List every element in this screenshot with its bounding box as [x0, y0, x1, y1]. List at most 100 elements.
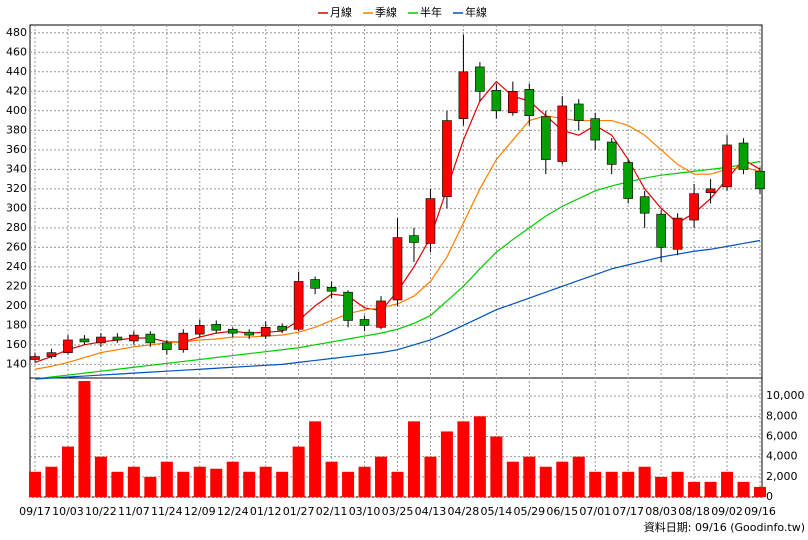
candle-body [392, 237, 403, 301]
y-tick-label: 6,000 [766, 429, 798, 442]
candle-body [343, 291, 353, 321]
candle-body [738, 142, 749, 170]
volume-bar [144, 476, 157, 497]
candle-body [606, 141, 617, 165]
candle-body [277, 326, 287, 331]
candle-body [194, 325, 205, 335]
candle-body [656, 213, 666, 248]
candle-body [722, 144, 732, 188]
x-tick-label: 08/18 [678, 505, 710, 518]
candle-body [689, 193, 699, 221]
x-tick-label: 10/22 [85, 505, 117, 518]
volume-bar [506, 461, 519, 497]
candle-body [672, 217, 683, 250]
candle-body [79, 338, 90, 343]
volume-bar [407, 421, 420, 497]
volume-bar [721, 471, 734, 497]
volume-bar [127, 466, 140, 497]
candle-body [409, 235, 419, 243]
volume-bar [61, 446, 74, 497]
y-tick-label: 8,000 [766, 409, 798, 422]
ma-line [34, 160, 761, 380]
x-tick-label: 01/12 [250, 505, 282, 518]
y-tick-label: 240 [6, 260, 27, 273]
x-tick-label: 03/10 [349, 505, 381, 518]
volume-bar [325, 461, 338, 497]
candle-body [705, 188, 716, 194]
volume-bar [177, 471, 190, 497]
x-tick-label: 03/25 [382, 505, 414, 518]
volume-bar [29, 471, 41, 497]
y-tick-label: 460 [6, 45, 27, 58]
legend-label: 季線 [375, 5, 397, 19]
legend-label: 半年 [420, 5, 442, 19]
x-tick-label: 11/07 [118, 505, 150, 518]
volume-bar [342, 471, 355, 497]
volume-bar [754, 486, 766, 497]
volume-bar [210, 468, 223, 497]
candle-body [475, 66, 485, 92]
volume-bar [94, 456, 107, 497]
candle-body [508, 91, 518, 114]
candle-body [244, 331, 255, 336]
x-tick-label: 05/29 [513, 505, 545, 518]
y-tick-label: 320 [6, 182, 27, 195]
x-tick-label: 09/02 [711, 505, 743, 518]
candle-body [639, 196, 650, 214]
volume-bar [605, 471, 618, 497]
volume-bar [259, 466, 272, 497]
x-tick-label: 04/28 [448, 505, 480, 518]
volume-bar [45, 466, 58, 497]
y-tick-label: 360 [6, 143, 27, 156]
y-tick-label: 180 [6, 318, 27, 331]
volume-bar [589, 471, 602, 497]
candle-body [755, 170, 765, 190]
volume-bar [490, 436, 503, 497]
volume-bar [556, 461, 569, 497]
y-tick-label: 480 [6, 26, 27, 39]
y-tick-label: 2,000 [766, 470, 798, 483]
y-tick-label: 200 [6, 299, 27, 312]
volume-bar [391, 471, 404, 497]
volume-bar [111, 471, 124, 497]
candle-body [63, 339, 73, 353]
candle-body [590, 118, 601, 141]
candle-body [96, 336, 106, 344]
candle-body [326, 287, 337, 292]
x-tick-label: 10/03 [52, 505, 84, 518]
volume-bar [440, 431, 453, 497]
volume-bar [375, 456, 388, 497]
candle-body [260, 326, 271, 337]
candle-body [557, 105, 568, 162]
candle-body [112, 336, 123, 341]
x-tick-label: 11/24 [151, 505, 183, 518]
x-tick-label: 07/17 [612, 505, 644, 518]
y-tick-label: 280 [6, 221, 27, 234]
x-tick-label: 08/03 [645, 505, 677, 518]
y-tick-label: 400 [6, 104, 27, 117]
candle-body [491, 90, 502, 112]
x-tick-label: 04/13 [415, 505, 447, 518]
volume-bar [226, 461, 239, 497]
candle-body [145, 333, 156, 344]
volume-bar [160, 461, 173, 497]
volume-bar [638, 466, 651, 497]
volume-bar [523, 456, 536, 497]
x-tick-label: 02/11 [316, 505, 348, 518]
candle-body [30, 356, 40, 360]
candle-body [310, 279, 320, 289]
y-tick-label: 340 [6, 162, 27, 175]
volume-bar [655, 476, 668, 497]
x-tick-label: 09/16 [744, 505, 776, 518]
legend-label: 月線 [330, 5, 352, 19]
x-tick-label: 01/27 [283, 505, 315, 518]
volume-bar [737, 481, 750, 497]
candle-body [46, 352, 57, 357]
volume-bar [309, 421, 322, 497]
candle-body [623, 162, 633, 199]
candle-body [359, 319, 370, 326]
candle-body [524, 89, 535, 116]
ma-line [34, 239, 761, 380]
x-tick-label: 12/09 [184, 505, 216, 518]
